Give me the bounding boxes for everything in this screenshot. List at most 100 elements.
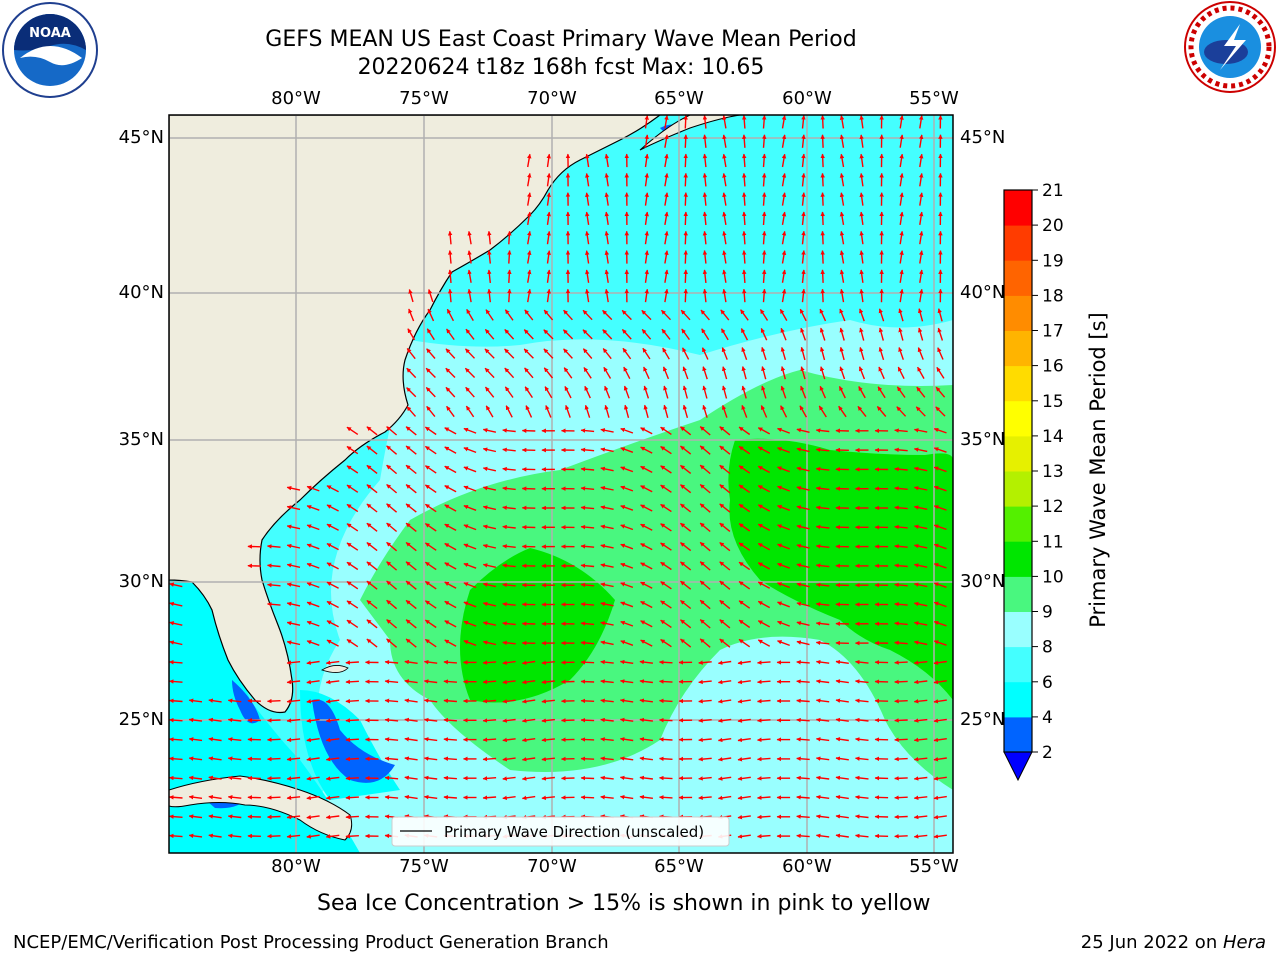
wave-arrow (443, 756, 457, 761)
wave-arrow (800, 327, 807, 341)
wave-arrow (641, 309, 652, 321)
wave-arrow (894, 428, 908, 433)
lat-tick-label-left: 25°N (118, 709, 164, 730)
wave-arrow (580, 717, 595, 723)
wave-arrow (622, 347, 632, 360)
wave-arrow (406, 387, 417, 398)
wave-arrow (306, 640, 320, 646)
wave-arrow (702, 230, 708, 245)
wave-arrow (659, 775, 673, 781)
wave-arrow (683, 250, 688, 264)
wave-arrow (527, 153, 532, 168)
wave-arrow (463, 505, 477, 511)
wave-arrow (345, 718, 359, 723)
wave-arrow (524, 309, 534, 321)
wave-arrow (346, 619, 359, 628)
wave-arrow (227, 795, 242, 800)
wave-arrow (386, 541, 398, 552)
wave-arrow (603, 366, 612, 379)
wave-arrow (346, 561, 359, 571)
colorbar-tick-label: 8 (1042, 638, 1053, 658)
wave-arrow (600, 601, 614, 607)
wave-arrow (523, 329, 534, 340)
wave-arrow (267, 544, 281, 549)
wave-arrow (521, 795, 536, 801)
wave-arrow (623, 404, 630, 418)
wave-arrow (800, 346, 806, 361)
wave-arrow (796, 485, 810, 491)
wave-arrow (423, 698, 438, 703)
colorbar-swatch (1004, 541, 1032, 577)
wave-arrow (699, 541, 711, 552)
wave-arrow (815, 814, 830, 819)
wave-arrow (815, 659, 830, 665)
wave-arrow (423, 717, 438, 723)
wave-arrow (227, 717, 242, 723)
wave-arrow (619, 794, 634, 800)
wave-arrow (680, 464, 692, 474)
wave-arrow (502, 447, 516, 453)
wave-arrow (227, 833, 242, 839)
colorbar-tick-label: 19 (1042, 251, 1064, 271)
wave-arrow (741, 385, 747, 399)
wave-arrow (521, 776, 536, 781)
wave-arrow (839, 250, 845, 264)
wave-arrow (286, 679, 301, 685)
colorbar-tick-label: 6 (1042, 673, 1053, 693)
wave-arrow (835, 659, 849, 665)
wave-arrow (683, 269, 688, 283)
wave-arrow (619, 717, 634, 723)
wave-arrow (620, 582, 634, 589)
wave-arrow (306, 757, 320, 762)
wave-arrow (894, 679, 908, 685)
wave-arrow (346, 523, 359, 532)
wave-arrow (815, 428, 830, 433)
wave-arrow (894, 737, 908, 742)
wave-arrow (839, 173, 845, 187)
wave-arrow (699, 503, 711, 513)
wave-arrow (600, 563, 614, 568)
wave-arrow (820, 172, 825, 187)
wave-arrow (386, 483, 398, 494)
wave-arrow (740, 328, 749, 341)
wave-arrow (876, 406, 887, 417)
wave-arrow (835, 794, 849, 800)
wave-arrow (796, 679, 810, 684)
wave-arrow (741, 288, 747, 303)
wave-arrow (405, 503, 417, 513)
wave-arrow (721, 404, 728, 418)
wave-arrow (664, 115, 669, 129)
wave-arrow (444, 523, 457, 532)
lon-tick-label-bottom: 75°W (399, 856, 449, 877)
wave-arrow (227, 814, 242, 819)
wave-arrow (859, 250, 864, 264)
colorbar-tick-label: 2 (1042, 743, 1053, 763)
wave-arrow (286, 621, 301, 626)
wave-arrow (681, 328, 690, 341)
wave-arrow (425, 638, 437, 648)
wave-arrow (644, 250, 649, 264)
lon-tick-label-top: 70°W (527, 88, 577, 109)
wave-arrow (896, 386, 906, 398)
wave-arrow (913, 756, 928, 762)
wave-arrow (741, 366, 747, 380)
wave-arrow (702, 134, 708, 148)
wave-arrow (345, 756, 359, 762)
wave-arrow (443, 717, 457, 723)
wave-arrow (835, 737, 849, 742)
wave-arrow (366, 542, 378, 552)
wave-arrow (918, 173, 924, 187)
wave-arrow (600, 756, 614, 761)
wave-arrow (527, 192, 532, 206)
wave-arrow (933, 699, 947, 704)
wave-arrow (366, 638, 378, 648)
wave-arrow (585, 230, 590, 245)
wave-arrow (815, 737, 830, 742)
wave-arrow (482, 640, 497, 646)
wave-arrow (799, 405, 808, 418)
wave-arrow (913, 601, 928, 607)
wave-arrow (933, 814, 947, 820)
wave-arrow (741, 211, 747, 226)
wave-arrow (582, 309, 593, 321)
wave-arrow (737, 718, 751, 723)
